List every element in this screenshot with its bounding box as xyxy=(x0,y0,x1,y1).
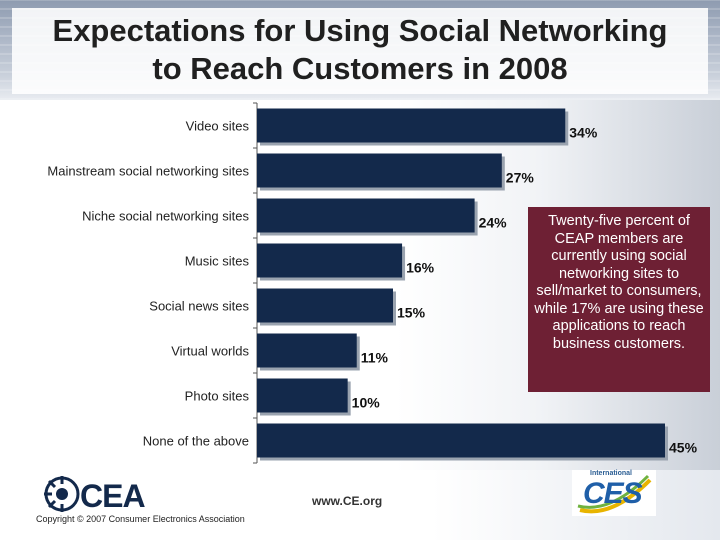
category-label: Social news sites xyxy=(149,299,249,314)
category-label: Mainstream social networking sites xyxy=(47,164,249,179)
category-label: Virtual worlds xyxy=(171,344,249,359)
value-label: 11% xyxy=(361,350,389,366)
ces-logo-small-text: International xyxy=(590,470,633,477)
bar xyxy=(257,108,566,143)
value-label: 15% xyxy=(397,305,426,321)
value-label: 45% xyxy=(669,440,698,456)
bar xyxy=(257,153,502,188)
category-label: Video sites xyxy=(186,119,250,134)
category-label: None of the above xyxy=(143,434,249,449)
cea-logo-icon xyxy=(44,476,80,512)
category-label: Music sites xyxy=(185,254,250,269)
bar xyxy=(257,288,393,323)
category-label: Niche social networking sites xyxy=(82,209,249,224)
website-link[interactable]: www.CE.org xyxy=(312,494,383,508)
slide-title-line-2: to Reach Customers in 2008 xyxy=(152,51,568,86)
slide-title: Expectations for Using Social Networking… xyxy=(12,12,708,88)
bar xyxy=(257,333,357,368)
value-label: 27% xyxy=(506,170,535,186)
title-box xyxy=(12,8,708,94)
category-label: Photo sites xyxy=(185,389,250,404)
ces-logo-text: CES xyxy=(583,477,643,510)
ces-logo-icon xyxy=(572,470,656,516)
bar xyxy=(257,198,475,233)
value-label: 10% xyxy=(352,395,381,411)
value-label: 34% xyxy=(569,125,598,141)
summary-note: Twenty-five percent of CEAP members are … xyxy=(528,207,710,392)
bar xyxy=(257,243,403,278)
bar xyxy=(257,423,665,458)
bar xyxy=(257,378,348,413)
value-label: 24% xyxy=(479,215,508,231)
slide-title-line-1: Expectations for Using Social Networking xyxy=(52,13,668,48)
value-label: 16% xyxy=(406,260,435,276)
bar-chart: Video sites 34% Mainstream social networki… xyxy=(47,102,698,464)
copyright-text: Copyright © 2007 Consumer Electronics As… xyxy=(36,514,245,524)
cea-logo-text: CEA xyxy=(80,478,146,514)
